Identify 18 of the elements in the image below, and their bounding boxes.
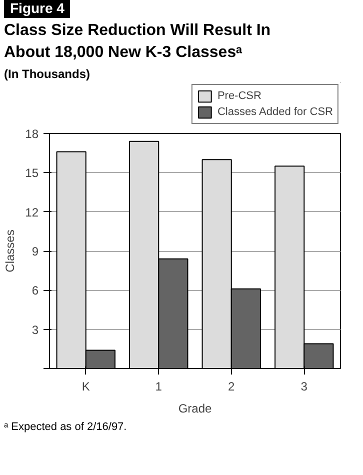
x-tick-label: 2 (228, 380, 236, 394)
y-tick-label: 18 (25, 127, 39, 141)
legend-label: Classes Added for CSR (217, 105, 333, 119)
legend-label: Pre-CSR (217, 89, 262, 103)
y-tick-label: 9 (32, 244, 39, 258)
y-tick-label: 12 (25, 205, 39, 220)
x-axis-title: Grade (178, 402, 212, 416)
y-axis-title: Classes (3, 230, 18, 272)
x-tick-label: 3 (300, 380, 308, 394)
caption: Figure 4 (4, 0, 70, 18)
x-tick-label: 1 (155, 380, 162, 394)
x-tick-label: K (82, 380, 90, 394)
y-tick-label: 3 (32, 322, 39, 337)
y-tick-label: 6 (32, 284, 39, 298)
chart-title: Class Size Reduction Will Result In About 18,000 New K-3 Classesᵃ (4, 21, 272, 63)
text: ᵃ Expected as of 2/16/97. (4, 421, 127, 433)
y-tick-label: 15 (25, 166, 39, 180)
chart-subtitle: (In Thousands) (4, 67, 90, 81)
